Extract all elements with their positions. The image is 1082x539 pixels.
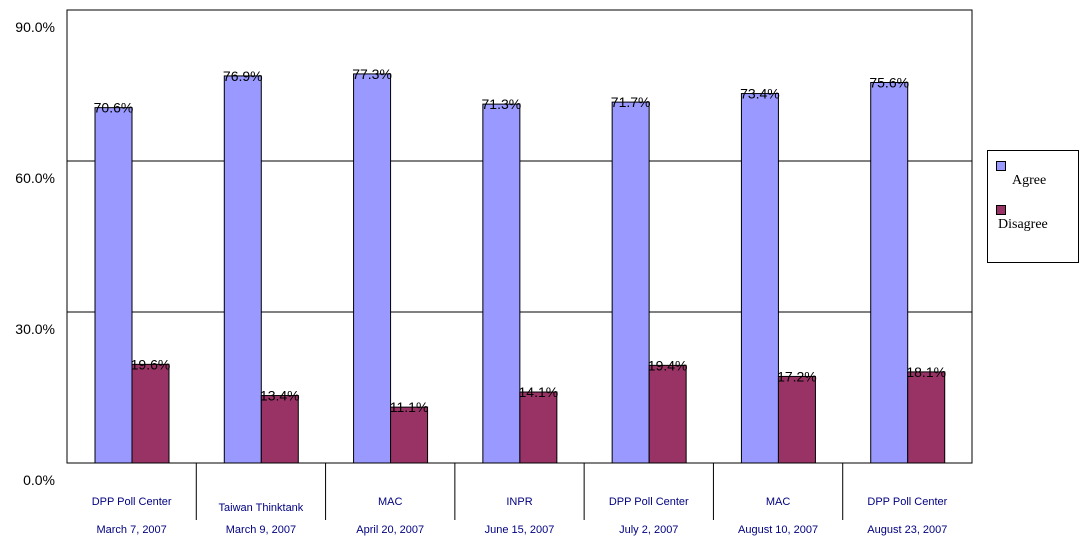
bar-agree-0 (94, 107, 133, 464)
legend-swatch-disagree (996, 205, 1006, 215)
bar-disagree-5 (777, 375, 816, 464)
y-tick-label: 30.0% (15, 321, 55, 337)
x-tick-label-pollster: Taiwan Thinktank (219, 502, 304, 514)
x-tick-label-date: March 9, 2007 (226, 524, 296, 536)
data-label-agree: 76.9% (223, 68, 263, 84)
bar-agree-4 (611, 101, 650, 464)
x-tick-label-pollster: MAC (378, 496, 403, 508)
x-tick-label-date: June 15, 2007 (485, 524, 555, 536)
bar-disagree-6 (907, 371, 946, 464)
bar-agree-6 (870, 81, 909, 464)
data-label-disagree: 18.1% (906, 364, 946, 380)
x-tick-label-date: April 20, 2007 (356, 524, 424, 536)
bar-disagree-1 (260, 395, 299, 464)
legend-label-disagree: Disagree (998, 217, 1048, 232)
x-tick-label-date: August 10, 2007 (738, 524, 818, 536)
data-label-disagree: 14.1% (519, 384, 559, 400)
x-tick-label-pollster: INPR (506, 496, 532, 508)
data-label-agree: 77.3% (352, 66, 392, 82)
data-label-agree: 75.6% (869, 74, 909, 90)
bar-disagree-2 (390, 406, 429, 464)
bar-agree-5 (740, 93, 779, 464)
bar-agree-2 (353, 73, 392, 464)
data-label-agree: 73.4% (740, 86, 780, 102)
bar-disagree-0 (131, 363, 170, 464)
x-tick-label-date: August 23, 2007 (867, 524, 947, 536)
x-tick-label-date: March 7, 2007 (96, 524, 166, 536)
bar-disagree-4 (648, 364, 687, 464)
data-label-disagree: 19.4% (648, 357, 688, 373)
legend-label-agree: Agree (1012, 173, 1047, 188)
data-label-agree: 71.3% (482, 96, 522, 112)
bar-disagree-3 (519, 391, 558, 464)
data-label-disagree: 11.1% (390, 399, 429, 415)
y-tick-label: 0.0% (23, 472, 55, 488)
data-label-agree: 70.6% (94, 100, 134, 116)
data-label-agree: 71.7% (611, 94, 651, 110)
data-label-disagree: 13.4% (260, 388, 300, 404)
legend-swatch-agree (996, 161, 1006, 171)
legend: Agree Disagree (987, 150, 1079, 263)
data-label-disagree: 19.6% (131, 356, 171, 372)
y-tick-label: 60.0% (15, 170, 55, 186)
x-tick-label-date: July 2, 2007 (619, 524, 678, 536)
x-tick-label-pollster: DPP Poll Center (92, 496, 172, 508)
x-tick-label-pollster: DPP Poll Center (867, 496, 947, 508)
x-tick-label-pollster: MAC (766, 496, 791, 508)
x-tick-label-pollster: DPP Poll Center (609, 496, 689, 508)
bar-agree-3 (482, 103, 521, 464)
y-tick-label: 90.0% (15, 19, 55, 35)
bar-agree-1 (223, 75, 262, 464)
data-label-disagree: 17.2% (777, 368, 817, 384)
